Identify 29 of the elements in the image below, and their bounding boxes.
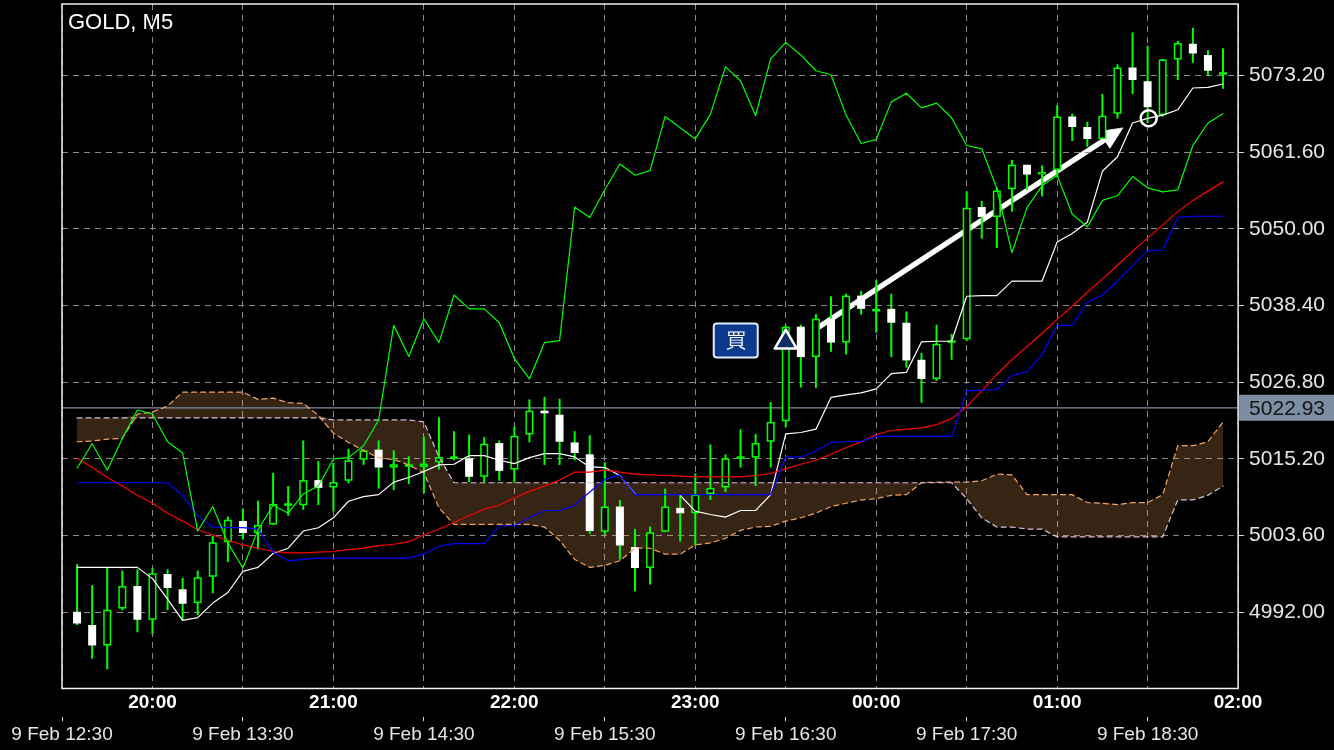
ref-line-label: 5022.93 — [1249, 395, 1326, 419]
annotation: 買 — [725, 327, 746, 352]
x-tick-label: 9 Feb 12:30 — [11, 722, 113, 744]
x2-tick-label: 22:00 — [490, 691, 539, 713]
x2-tick-label: 00:00 — [851, 691, 901, 713]
y-tick-label: 5050.00 — [1249, 215, 1326, 239]
y-tick-label: 5061.60 — [1249, 138, 1326, 162]
y-tick-label: 5026.80 — [1249, 369, 1326, 393]
y-tick-label: 5073.20 — [1249, 62, 1326, 86]
x2-tick-label: 20:00 — [128, 691, 177, 713]
x2-tick-label: 23:00 — [670, 691, 720, 713]
y-tick-label: 4992.00 — [1249, 599, 1326, 623]
x-tick-label: 9 Feb 14:30 — [373, 722, 475, 744]
y-tick-label: 5015.20 — [1249, 445, 1326, 469]
x-tick-label: 9 Feb 17:30 — [915, 722, 1018, 744]
x-tick-label: 9 Feb 18:30 — [1096, 722, 1199, 744]
x2-tick-label: 21:00 — [309, 691, 358, 713]
x-tick-label: 9 Feb 16:30 — [735, 722, 837, 744]
y-tick-label: 5038.40 — [1249, 292, 1326, 316]
chart-title: GOLD, M5 — [68, 9, 174, 35]
y-tick-label: 5003.60 — [1249, 522, 1326, 546]
candlestick — [450, 431, 459, 461]
x2-tick-label: 01:00 — [1032, 691, 1082, 713]
line-series — [76, 417, 1224, 538]
x-tick-label: 9 Feb 15:30 — [554, 722, 656, 744]
candlestick — [1219, 48, 1228, 89]
candlestick — [736, 429, 745, 468]
x-tick-label: 9 Feb 13:30 — [192, 722, 294, 744]
x2-tick-label: 02:00 — [1213, 691, 1263, 713]
